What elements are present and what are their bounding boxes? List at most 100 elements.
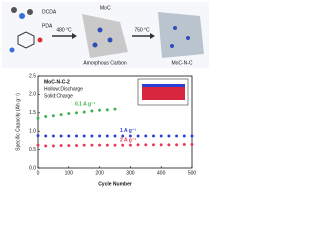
y-tick-label: 2.5 — [29, 73, 36, 79]
point — [44, 114, 48, 118]
point — [144, 134, 148, 138]
point — [151, 143, 155, 147]
point — [113, 134, 117, 138]
point — [82, 134, 86, 138]
x-tick-label: 400 — [157, 170, 166, 176]
x-tick-label: 300 — [126, 170, 135, 176]
point — [74, 134, 78, 138]
x-tick-label: 500 — [188, 170, 197, 176]
x-tick-label: 100 — [65, 170, 74, 176]
y-tick-label: 0.5 — [29, 147, 36, 153]
point — [105, 143, 109, 147]
particle — [107, 37, 113, 43]
point — [167, 143, 171, 147]
annotation: Solid:Charge — [44, 93, 73, 99]
plot-frame — [37, 75, 193, 169]
point — [59, 144, 63, 148]
point — [159, 143, 163, 147]
molecule — [11, 7, 17, 13]
annotation: MoC-N-C-2 — [44, 79, 70, 85]
point — [90, 143, 94, 147]
point — [67, 134, 71, 138]
point — [182, 134, 186, 138]
point — [98, 134, 102, 138]
point — [59, 113, 63, 117]
particle — [97, 27, 103, 33]
y-tick-label: 1.5 — [29, 110, 36, 116]
schematic: DCDA PDA MoC 480 °C Amorphous Carbon 750… — [2, 2, 209, 68]
graphical-abstract: DCDA PDA MoC 480 °C Amorphous Carbon 750… — [2, 2, 209, 188]
point — [74, 111, 78, 115]
label: Amorphous Carbon — [83, 60, 127, 66]
ring — [17, 31, 35, 49]
point — [82, 110, 86, 114]
point — [105, 108, 109, 112]
point — [98, 108, 102, 112]
label: 750 °C — [134, 27, 150, 33]
point — [74, 144, 78, 148]
label: DCDA — [42, 9, 57, 15]
y-tick-label: 0.0 — [29, 165, 36, 171]
point — [82, 143, 86, 147]
inset-band — [142, 84, 185, 87]
molecule — [37, 37, 43, 43]
point — [51, 134, 55, 138]
molecule — [27, 9, 33, 15]
point — [36, 134, 40, 138]
point — [121, 143, 125, 147]
label: PDA — [42, 23, 53, 29]
point — [182, 142, 186, 146]
point — [128, 143, 132, 147]
point — [59, 134, 63, 138]
label: MoC-N-C — [171, 60, 192, 66]
point — [44, 134, 48, 138]
point — [90, 134, 94, 138]
arrow-head — [150, 33, 155, 39]
point — [105, 134, 109, 138]
inset — [137, 78, 189, 106]
point — [159, 134, 163, 138]
point — [51, 114, 55, 118]
point — [121, 134, 125, 138]
molecule — [9, 47, 15, 53]
point — [113, 107, 117, 111]
point — [136, 134, 140, 138]
x-axis-title: Cycle Number — [98, 181, 132, 187]
x-tick-label: 200 — [95, 170, 104, 176]
point — [51, 144, 55, 148]
molecule — [19, 13, 25, 19]
inset-area — [142, 84, 185, 100]
mocnc-sheet — [158, 12, 204, 58]
point — [98, 143, 102, 147]
point — [167, 134, 171, 138]
point — [190, 134, 194, 138]
series-label: 0.1 A g⁻¹ — [75, 101, 96, 107]
point — [190, 142, 194, 146]
point — [175, 143, 179, 147]
point — [44, 144, 48, 148]
label: 480 °C — [56, 27, 72, 33]
arrow-head — [72, 33, 77, 39]
point — [90, 109, 94, 113]
point — [113, 143, 117, 147]
particle — [186, 36, 190, 40]
point — [36, 143, 40, 147]
point — [67, 112, 71, 116]
point — [175, 134, 179, 138]
point — [67, 144, 71, 148]
particle — [170, 44, 174, 48]
point — [144, 143, 148, 147]
annotation: Hollow:Discharge — [44, 86, 83, 92]
point — [128, 134, 132, 138]
point — [151, 134, 155, 138]
x-tick-label: 0 — [37, 170, 40, 176]
particle — [92, 42, 98, 48]
label: MoC — [100, 5, 111, 11]
point — [136, 143, 140, 147]
point — [36, 116, 40, 120]
series-label: 1 A g⁻¹ — [120, 128, 136, 134]
series-label: 2 A g⁻¹ — [120, 138, 136, 144]
y-axis-title: Specific Capacity (Ah g⁻¹) — [15, 93, 21, 151]
particle — [173, 26, 177, 30]
y-tick-label: 2.0 — [29, 92, 36, 98]
